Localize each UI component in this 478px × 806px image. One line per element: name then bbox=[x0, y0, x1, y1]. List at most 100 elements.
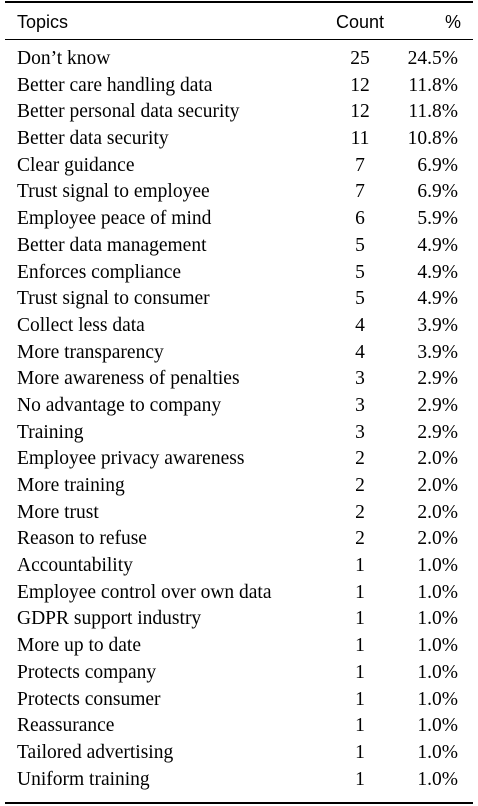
count-cell: 12 bbox=[350, 101, 370, 123]
percent-cell: 5.9% bbox=[417, 208, 458, 230]
percent-cell: 1.0% bbox=[417, 688, 458, 710]
count-cell: 7 bbox=[355, 154, 365, 176]
topic-cell: Reassurance bbox=[17, 715, 115, 737]
percent-cell: 2.9% bbox=[417, 368, 458, 390]
topic-cell: Uniform training bbox=[17, 768, 150, 790]
topic-cell: Better data management bbox=[17, 234, 207, 256]
table-row: Tailored advertising 1 1.0% bbox=[0, 740, 478, 767]
topic-cell: Enforces compliance bbox=[17, 261, 182, 283]
table-row: Trust signal to employee 7 6.9% bbox=[0, 179, 478, 206]
table-row: Better care handling data 12 11.8% bbox=[0, 73, 478, 100]
percent-cell: 4.9% bbox=[417, 261, 458, 283]
topic-cell: Training bbox=[17, 421, 84, 443]
topic-cell: Don’t know bbox=[17, 48, 111, 69]
percent-cell: 24.5% bbox=[407, 48, 458, 69]
topic-cell: Protects consumer bbox=[17, 688, 161, 710]
count-cell: 1 bbox=[355, 635, 365, 657]
topic-cell: Better data security bbox=[17, 128, 169, 150]
count-cell: 1 bbox=[355, 768, 365, 790]
count-cell: 5 bbox=[355, 234, 365, 256]
percent-cell: 2.0% bbox=[417, 528, 458, 550]
topic-cell: More awareness of penalties bbox=[17, 368, 240, 390]
header-percent: % bbox=[444, 12, 461, 32]
table-row: Better personal data security 12 11.8% bbox=[0, 99, 478, 126]
count-cell: 4 bbox=[355, 314, 365, 336]
table-row: Uniform training 1 1.0% bbox=[0, 767, 478, 794]
table-row: Clear guidance 7 6.9% bbox=[0, 153, 478, 180]
count-cell: 3 bbox=[355, 394, 365, 416]
count-cell: 1 bbox=[355, 715, 365, 737]
table-row: Employee privacy awareness 2 2.0% bbox=[0, 446, 478, 473]
table-row: No advantage to company 3 2.9% bbox=[0, 393, 478, 420]
table-row: GDPR support industry 1 1.0% bbox=[0, 606, 478, 633]
percent-cell: 1.0% bbox=[417, 581, 458, 603]
count-cell: 2 bbox=[355, 475, 365, 496]
percent-cell: 11.8% bbox=[408, 101, 458, 123]
count-cell: 4 bbox=[355, 341, 365, 363]
topic-cell: More training bbox=[17, 475, 125, 496]
table-body: Don’t know 25 24.5% Better care handling da… bbox=[0, 46, 478, 793]
table-row: Reassurance 1 1.0% bbox=[0, 713, 478, 740]
header-topics: Topics bbox=[17, 12, 69, 32]
percent-cell: 4.9% bbox=[417, 234, 458, 256]
count-cell: 1 bbox=[355, 741, 365, 763]
topic-cell: Better personal data security bbox=[17, 101, 240, 123]
bottom-rule bbox=[5, 802, 473, 804]
percent-cell: 2.0% bbox=[417, 448, 458, 470]
table-row: More training 2 2.0% bbox=[0, 473, 478, 500]
percent-cell: 2.9% bbox=[417, 421, 458, 443]
topic-cell: More trust bbox=[17, 501, 99, 523]
count-cell: 25 bbox=[350, 48, 370, 69]
count-cell: 5 bbox=[355, 261, 365, 283]
table-row: Better data management 5 4.9% bbox=[0, 233, 478, 260]
top-rule bbox=[5, 1, 473, 3]
topic-cell: Employee peace of mind bbox=[17, 208, 212, 230]
percent-cell: 10.8% bbox=[407, 128, 458, 150]
header-count: Count bbox=[335, 12, 385, 32]
table-row: Reason to refuse 2 2.0% bbox=[0, 526, 478, 553]
topic-cell: No advantage to company bbox=[17, 394, 222, 416]
topic-cell: More up to date bbox=[17, 635, 142, 657]
topic-cell: Trust signal to employee bbox=[17, 181, 210, 203]
count-cell: 5 bbox=[355, 288, 365, 310]
topic-cell: More transparency bbox=[17, 341, 164, 363]
table-row: Trust signal to consumer 5 4.9% bbox=[0, 286, 478, 313]
table-header: Topics Count % bbox=[0, 8, 478, 36]
table-row: More trust 2 2.0% bbox=[0, 500, 478, 527]
topic-cell: Employee control over own data bbox=[17, 581, 272, 603]
topic-cell: GDPR support industry bbox=[17, 608, 202, 630]
percent-cell: 6.9% bbox=[417, 181, 458, 203]
table-row: Employee control over own data 1 1.0% bbox=[0, 580, 478, 607]
count-cell: 3 bbox=[355, 421, 365, 443]
count-cell: 6 bbox=[355, 208, 365, 230]
count-cell: 2 bbox=[355, 448, 365, 470]
count-cell: 1 bbox=[355, 661, 365, 683]
percent-cell: 3.9% bbox=[417, 341, 458, 363]
table-row: Protects consumer 1 1.0% bbox=[0, 687, 478, 714]
percent-cell: 1.0% bbox=[417, 741, 458, 763]
topic-cell: Employee privacy awareness bbox=[17, 448, 245, 470]
topic-cell: Accountability bbox=[17, 555, 133, 577]
percent-cell: 1.0% bbox=[417, 608, 458, 630]
percent-cell: 4.9% bbox=[417, 288, 458, 310]
table-row: More transparency 4 3.9% bbox=[0, 340, 478, 367]
percent-cell: 3.9% bbox=[417, 314, 458, 336]
percent-cell: 2.0% bbox=[417, 501, 458, 523]
percent-cell: 1.0% bbox=[417, 768, 458, 790]
topic-cell: Trust signal to consumer bbox=[17, 288, 210, 310]
header-rule bbox=[5, 39, 473, 40]
percent-cell: 1.0% bbox=[417, 555, 458, 577]
count-cell: 7 bbox=[355, 181, 365, 203]
table-row: More awareness of penalties 3 2.9% bbox=[0, 366, 478, 393]
topic-cell: Reason to refuse bbox=[17, 528, 147, 550]
count-cell: 1 bbox=[355, 581, 365, 603]
topic-cell: Protects company bbox=[17, 661, 157, 683]
count-cell: 1 bbox=[355, 555, 365, 577]
table-row: Enforces compliance 5 4.9% bbox=[0, 260, 478, 287]
table-row: Don’t know 25 24.5% bbox=[0, 46, 478, 73]
count-cell: 12 bbox=[350, 74, 370, 96]
count-cell: 1 bbox=[355, 688, 365, 710]
table-row: Accountability 1 1.0% bbox=[0, 553, 478, 580]
table-row: More up to date 1 1.0% bbox=[0, 633, 478, 660]
